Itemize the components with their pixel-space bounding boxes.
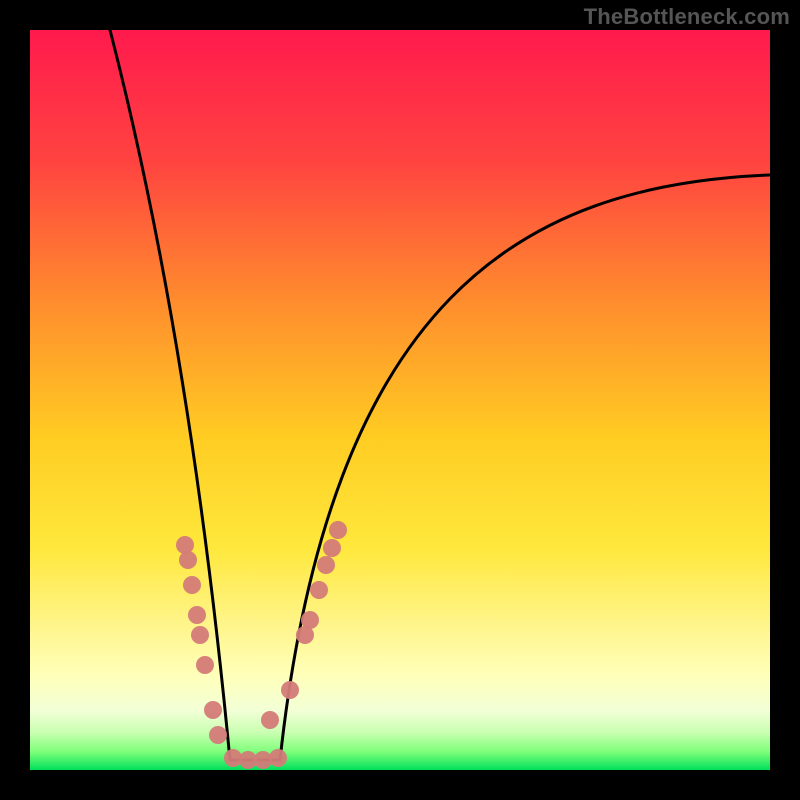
data-marker xyxy=(261,711,279,729)
data-marker xyxy=(269,749,287,767)
data-marker xyxy=(209,726,227,744)
data-marker xyxy=(183,576,201,594)
data-marker xyxy=(191,626,209,644)
data-marker xyxy=(323,539,341,557)
data-marker xyxy=(188,606,206,624)
plot-background xyxy=(30,30,770,770)
watermark-text: TheBottleneck.com xyxy=(584,4,790,30)
data-marker xyxy=(179,551,197,569)
data-marker xyxy=(317,556,335,574)
bottleneck-chart xyxy=(0,0,800,800)
data-marker xyxy=(204,701,222,719)
data-marker xyxy=(329,521,347,539)
data-marker xyxy=(281,681,299,699)
data-marker xyxy=(196,656,214,674)
data-marker xyxy=(301,611,319,629)
data-marker xyxy=(176,536,194,554)
chart-container: TheBottleneck.com xyxy=(0,0,800,800)
data-marker xyxy=(310,581,328,599)
